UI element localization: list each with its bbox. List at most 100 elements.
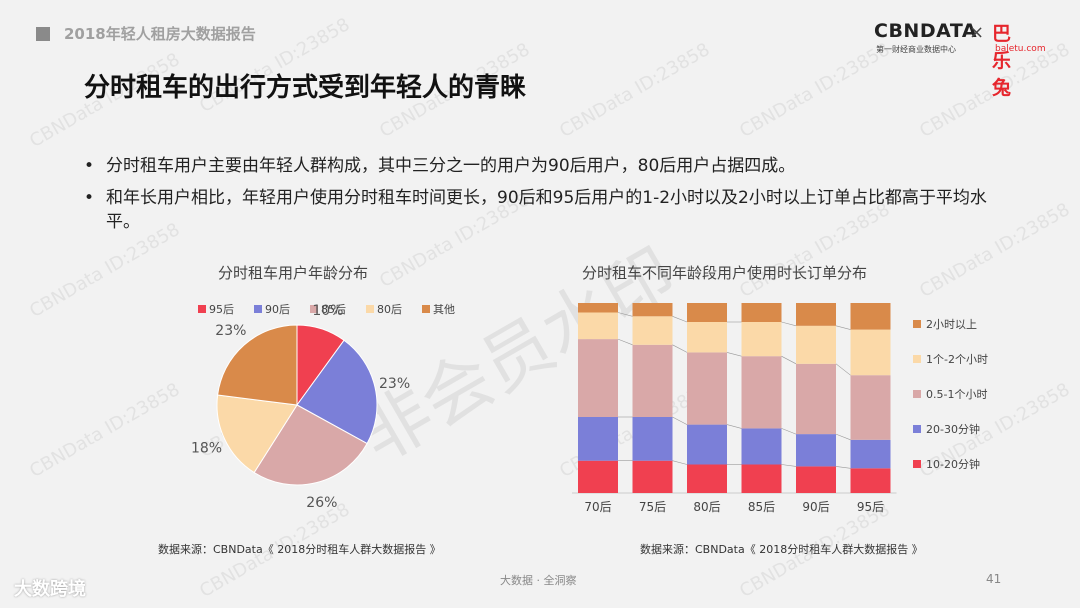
connector-line [835,325,851,330]
bullet-text: 和年长用户相比，年轻用户使用分时租车时间更长，90后和95后用户的1-2小时以及… [106,188,987,232]
connector-line [672,460,688,465]
bar-segment [632,344,673,417]
bar-chart-title: 分时租车不同年龄段用户使用时长订单分布 [582,264,868,282]
legend-swatch [310,305,318,313]
footer-text: 大数据 · 全洞察 [500,574,577,587]
legend-label: 2小时以上 [926,318,977,331]
logo-bale: 巴乐兔 [992,23,1012,99]
legend-item: 80后 [366,303,402,316]
bullet-text: 分时租车用户主要由年轻人群构成，其中三分之一的用户为90后用户，80后用户占据四… [106,156,796,176]
pie-value-label: 10% [312,303,343,319]
bar-segment [741,464,782,493]
bullet-dot: • [84,188,95,208]
connector-line [672,344,688,353]
connector-line [781,428,797,435]
bar-segment [578,303,618,313]
connector-line [726,352,742,357]
legend-item: 90后 [254,303,290,316]
bar-segment [741,356,782,429]
bullet-list: • 分时租车用户主要由年轻人群构成，其中三分之一的用户为90后用户，80后用户占据… [84,154,1014,242]
bar-segment [687,464,727,493]
connector-line [835,433,851,441]
connector-line [781,464,797,467]
legend-label: 1个-2个小时 [926,353,988,366]
connector-line [726,424,742,429]
bullet-item: • 和年长用户相比，年轻用户使用分时租车时间更长，90后和95后用户的1-2小时以… [84,186,1014,234]
bar-segment [741,428,782,465]
stacked-bar-chart: 70后 75后 80后 85后 90后 95后 2小时以上 1个-2个小时 0.5-1个小时 20… [572,303,988,514]
bar-segment [796,325,836,364]
header-square-icon [36,27,50,41]
bar-segment [578,417,618,461]
legend-item: 95后 [198,303,234,316]
bar-segment [796,434,836,467]
x-tick-label: 90后 [802,500,829,514]
legend-item: 20-30分钟 [913,422,980,436]
legend-item: 10-20分钟 [913,457,980,471]
logo-cbn: CBNDATA [874,20,978,42]
x-tick-label: 70后 [584,500,611,514]
bar-segment [578,339,618,417]
bar-segment [578,312,618,340]
connector-line [672,416,688,425]
x-tick-label: 85后 [748,500,775,514]
bar-segment [632,303,673,317]
legend-swatch [366,305,374,313]
connector-line [672,316,688,323]
legend-label: 90后 [265,303,290,316]
bar-segment [850,303,891,330]
bar-segment [796,363,836,435]
bullet-dot: • [84,156,95,176]
legend-item: 2小时以上 [913,318,977,331]
legend-label: 0.5-1个小时 [926,388,987,401]
bar-segment [741,322,782,357]
bar-segment [632,417,673,461]
pie-value-label: 18% [191,441,222,457]
legend-item: 0.5-1个小时 [913,388,987,401]
pie-chart-title: 分时租车用户年龄分布 [218,264,369,282]
legend-label: 10-20分钟 [926,457,980,471]
bullet-item: • 分时租车用户主要由年轻人群构成，其中三分之一的用户为90后用户，80后用户占据… [84,154,1014,178]
watermark: CBNData ID:23858 [556,39,714,142]
bar-source: 数据来源：CBNData《 2018分时租车人群大数据报告 》 [640,543,923,556]
bar-segment [796,466,836,493]
legend-label: 80后 [377,303,402,316]
x-tick-label: 95后 [857,500,884,514]
legend-swatch [254,305,262,313]
legend-swatch [913,425,921,433]
bar-segment [687,322,727,353]
bar-segment [850,329,891,376]
pie-slice [217,324,298,406]
x-tick-label: 80后 [693,500,720,514]
connector-line [781,321,797,327]
bar-segment [796,303,836,326]
bar-segment [741,303,782,322]
page-title: 分时租车的出行方式受到年轻人的青睐 [84,73,527,103]
bar-segment [687,303,727,322]
pie-value-label: 23% [215,323,246,339]
legend-swatch [913,390,921,398]
legend-swatch [198,305,206,313]
legend-label: 85后 [321,303,346,316]
bar-segment [850,468,891,493]
connector-line [835,363,851,376]
pie-chart: 95后 90后 85后 80后 其他 10% 23% 26% 18% 23% [191,303,455,511]
pie-slice [253,404,368,486]
watermark: CBNData ID:23858 [736,39,894,142]
pie-slice [296,339,378,445]
page-number: 41 [986,572,1002,586]
legend-swatch [913,320,921,328]
pie-source: 数据来源：CBNData《 2018分时租车人群大数据报告 》 [158,543,441,556]
bar-segment [850,375,891,440]
logo-cbn-sub: 第一财经商业数据中心 [876,45,956,54]
legend-item: 85后 [310,303,346,316]
pie-value-label: 23% [379,376,410,392]
legend-item: 其他 [422,303,455,316]
legend-label: 其他 [433,303,455,316]
bar-segment [687,424,727,465]
legend-item: 1个-2个小时 [913,353,988,366]
connector-line [617,338,633,346]
x-tick-label: 75后 [639,500,666,514]
legend-swatch [913,355,921,363]
report-title: 2018年轻人租房大数据报告 [64,25,256,43]
